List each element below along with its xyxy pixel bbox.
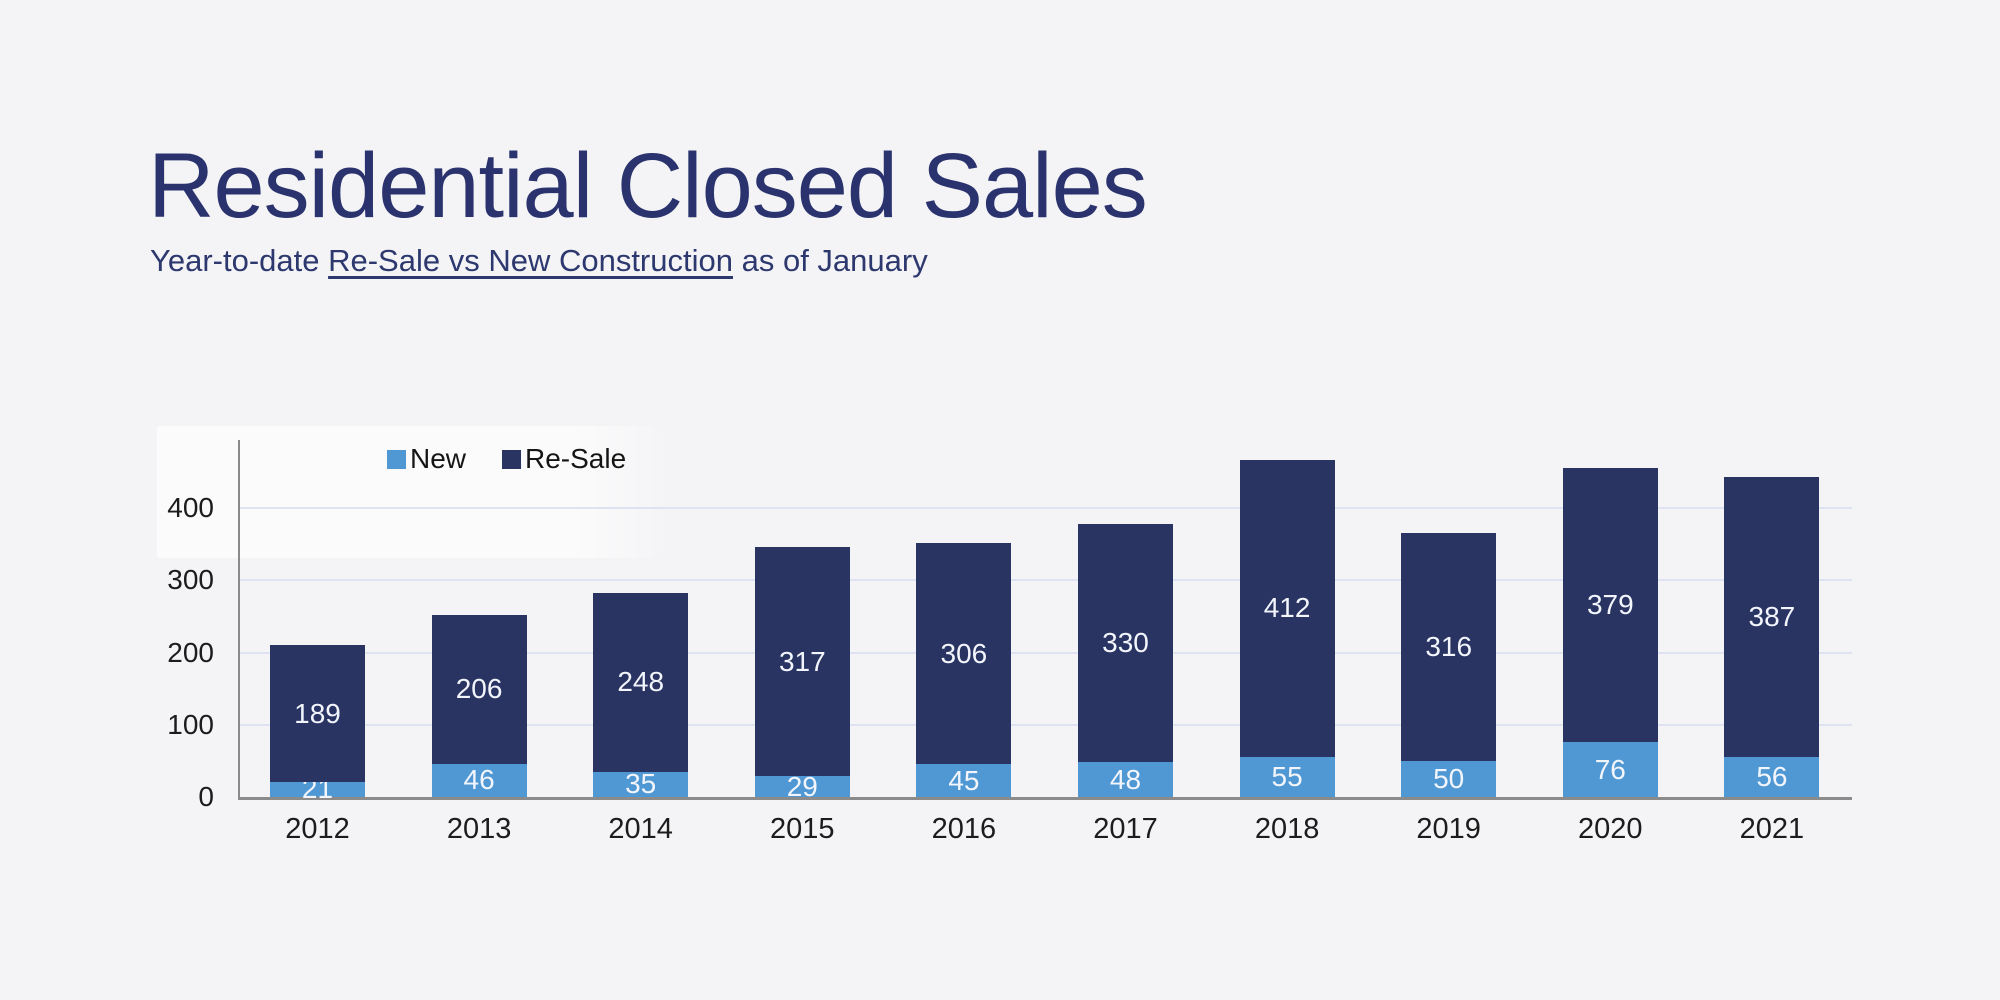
y-axis-tick-0: 0: [198, 781, 214, 812]
y-axis-line: [238, 440, 240, 797]
gridline-y-200: [238, 651, 1852, 654]
bar-segment-resale-2013[interactable]: 206: [431, 614, 527, 764]
bar-segment-new-2015[interactable]: 29: [754, 772, 850, 800]
x-axis-tick-2017: 2017: [1093, 813, 1158, 845]
bar-segment-resale-2015[interactable]: 317: [754, 547, 850, 777]
legend-label-new: New: [410, 443, 467, 474]
bar-value-label: 412: [1263, 592, 1311, 624]
legend-label-resale: Re-Sale: [525, 443, 627, 474]
bar-segment-new-2018[interactable]: 55: [1239, 757, 1335, 797]
x-axis-tick-2020: 2020: [1578, 813, 1643, 845]
bar-segment-resale-2014[interactable]: 248: [593, 592, 689, 772]
x-axis-tick-2018: 2018: [1254, 813, 1320, 845]
subtitle-underlined-link[interactable]: Re-Sale vs New Construction: [328, 243, 733, 278]
bar-value-label: 55: [1271, 761, 1303, 793]
gridline-y-400: [238, 507, 1852, 509]
subtitle-prefix: Year-to-date: [150, 243, 329, 278]
bar-value-label: 248: [617, 666, 665, 698]
x-axis-tick-2021: 2021: [1739, 813, 1805, 845]
bar-segment-resale-2012[interactable]: 189: [270, 645, 365, 782]
bar-segment-new-2017[interactable]: 48: [1078, 762, 1173, 797]
bar-segment-resale-2020[interactable]: 379: [1562, 468, 1658, 743]
bar-segment-new-2012[interactable]: 21: [270, 775, 365, 803]
bar-value-label: 48: [1109, 763, 1142, 795]
x-axis-tick-2019: 2019: [1416, 813, 1481, 845]
bar-segment-resale-2021[interactable]: 387: [1724, 476, 1820, 757]
y-axis-tick-300: 300: [167, 564, 214, 596]
bar-segment-resale-2019[interactable]: 316: [1401, 532, 1497, 761]
x-axis-tick-2015: 2015: [770, 813, 835, 845]
x-axis-tick-2016: 2016: [931, 813, 997, 845]
new-series-swatch-icon: [387, 449, 406, 469]
page-title: Residential Closed Sales: [148, 135, 1148, 237]
bar-segment-resale-2016[interactable]: 306: [916, 543, 1012, 765]
gridline-y-300: [238, 579, 1852, 582]
subtitle-suffix: as of January: [732, 243, 928, 278]
y-axis-tick-200: 200: [167, 636, 214, 668]
bar-value-label: 330: [1102, 627, 1149, 659]
x-axis-tick-2013: 2013: [446, 813, 512, 845]
bar-value-label: 35: [625, 768, 657, 800]
chart-legend: New Re-Sale: [387, 443, 626, 475]
bar-value-label: 45: [948, 764, 980, 796]
bar-value-label: 306: [940, 637, 988, 669]
chart-subtitle: Year-to-date Re-Sale vs New Construction…: [150, 243, 928, 279]
bar-value-label: 46: [463, 764, 495, 796]
bar-value-label: 50: [1433, 762, 1465, 794]
legend-item-resale[interactable]: Re-Sale: [502, 443, 626, 475]
bar-value-label: 189: [294, 697, 341, 729]
bar-value-label: 56: [1756, 760, 1788, 792]
background-artifact-panel: [157, 426, 672, 558]
bar-value-label: 206: [455, 673, 503, 705]
bar-segment-new-2020[interactable]: 76: [1562, 742, 1658, 797]
bar-value-label: 29: [786, 770, 818, 802]
bar-value-label: 379: [1586, 589, 1634, 621]
y-axis-tick-100: 100: [167, 708, 214, 740]
bar-segment-new-2014[interactable]: 35: [593, 768, 689, 800]
bar-segment-new-2019[interactable]: 50: [1401, 760, 1497, 797]
x-axis-line: [238, 797, 1852, 800]
gridline-y-100: [238, 723, 1852, 726]
bar-segment-new-2016[interactable]: 45: [916, 764, 1012, 797]
y-axis-tick-400: 400: [167, 492, 214, 523]
resale-series-swatch-icon: [502, 449, 522, 469]
bar-segment-new-2021[interactable]: 56: [1724, 756, 1820, 797]
legend-item-new[interactable]: New: [387, 443, 466, 475]
bar-value-label: 316: [1425, 630, 1473, 662]
bar-segment-resale-2018[interactable]: 412: [1239, 459, 1335, 758]
bar-segment-new-2013[interactable]: 46: [431, 763, 527, 797]
bar-value-label: 317: [778, 645, 826, 677]
x-axis-tick-2012: 2012: [285, 813, 350, 845]
x-axis-tick-2014: 2014: [608, 813, 673, 845]
bar-value-label: 387: [1748, 600, 1796, 632]
bar-value-label: 76: [1594, 753, 1626, 785]
bar-segment-resale-2017[interactable]: 330: [1078, 523, 1173, 763]
